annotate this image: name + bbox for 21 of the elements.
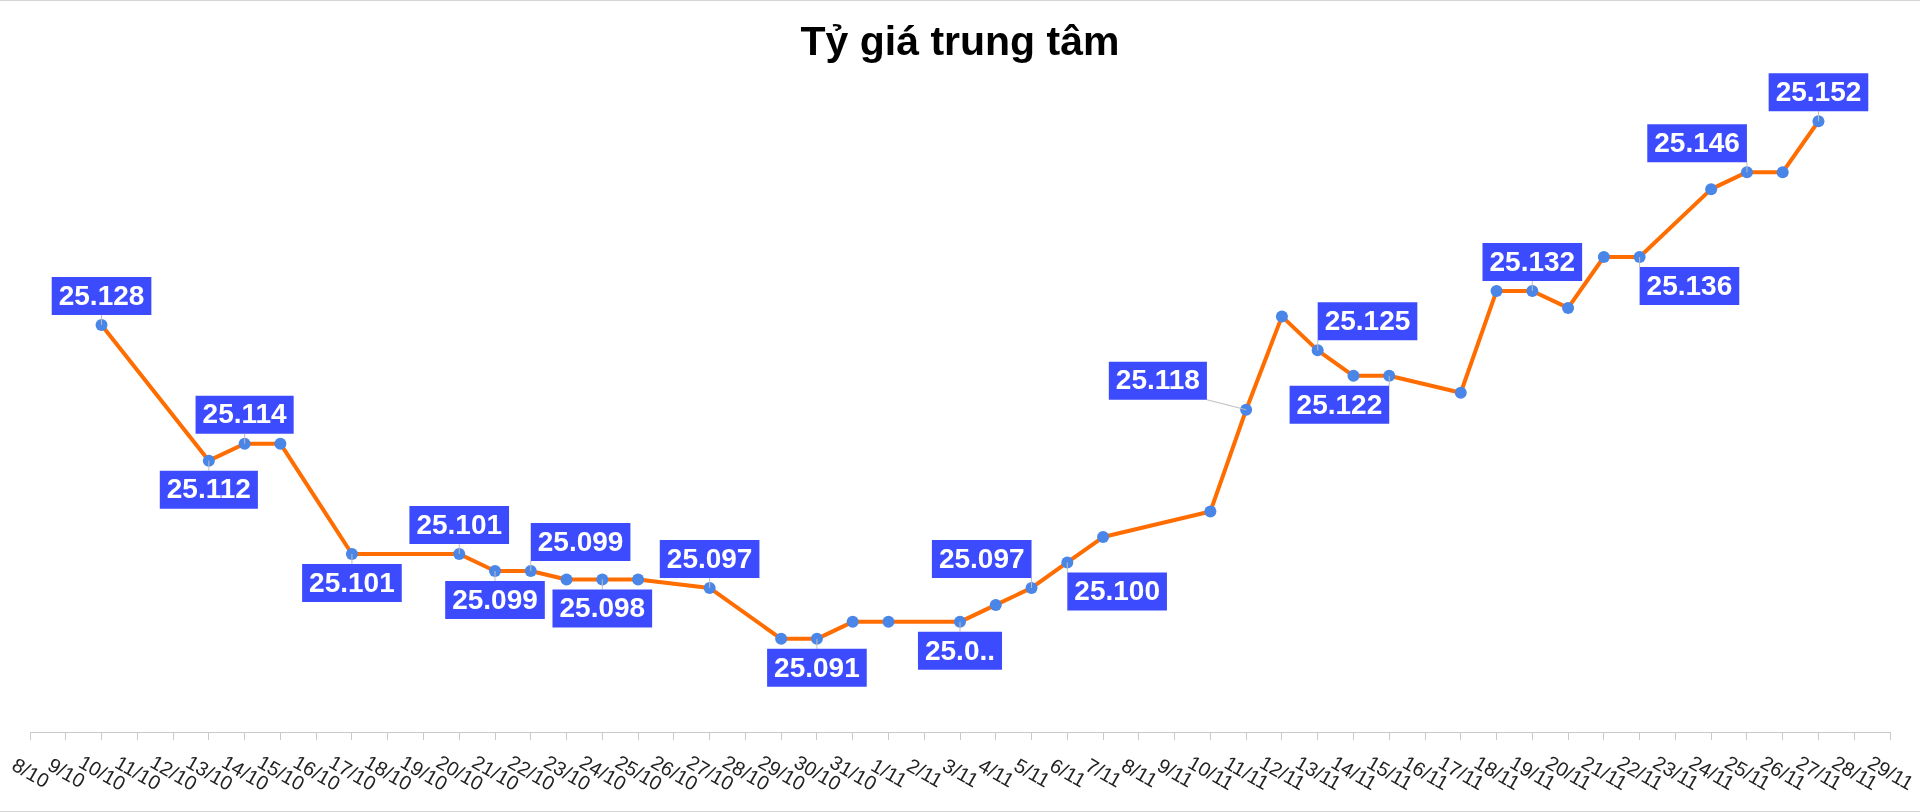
data-label: 25.114	[202, 398, 288, 430]
data-label: 25.136	[1646, 269, 1733, 301]
data-label: 25.132	[1489, 245, 1576, 277]
data-label: 25.097	[666, 542, 753, 574]
data-label: 25.152	[1775, 75, 1862, 107]
data-label: 25.101	[416, 508, 503, 540]
chart-title: Tỷ giá trung tâm	[800, 17, 1120, 64]
data-label: 25.100	[1074, 575, 1160, 607]
data-label: 25.112	[166, 473, 251, 505]
data-label: 25.122	[1296, 388, 1383, 420]
data-label: 25.099	[537, 525, 624, 557]
data-label: 25.091	[774, 651, 860, 683]
data-label: 25.128	[58, 279, 145, 311]
data-label: 25.101	[309, 566, 395, 598]
data-label: 25.098	[559, 592, 646, 624]
data-label: 25.125	[1324, 305, 1411, 337]
annotation: 25.0..	[924, 634, 996, 666]
data-label: 25.118	[1115, 364, 1200, 396]
data-label: 25.097	[938, 542, 1025, 574]
data-label: 25.146	[1654, 126, 1740, 158]
data-label: 25.099	[452, 583, 538, 615]
